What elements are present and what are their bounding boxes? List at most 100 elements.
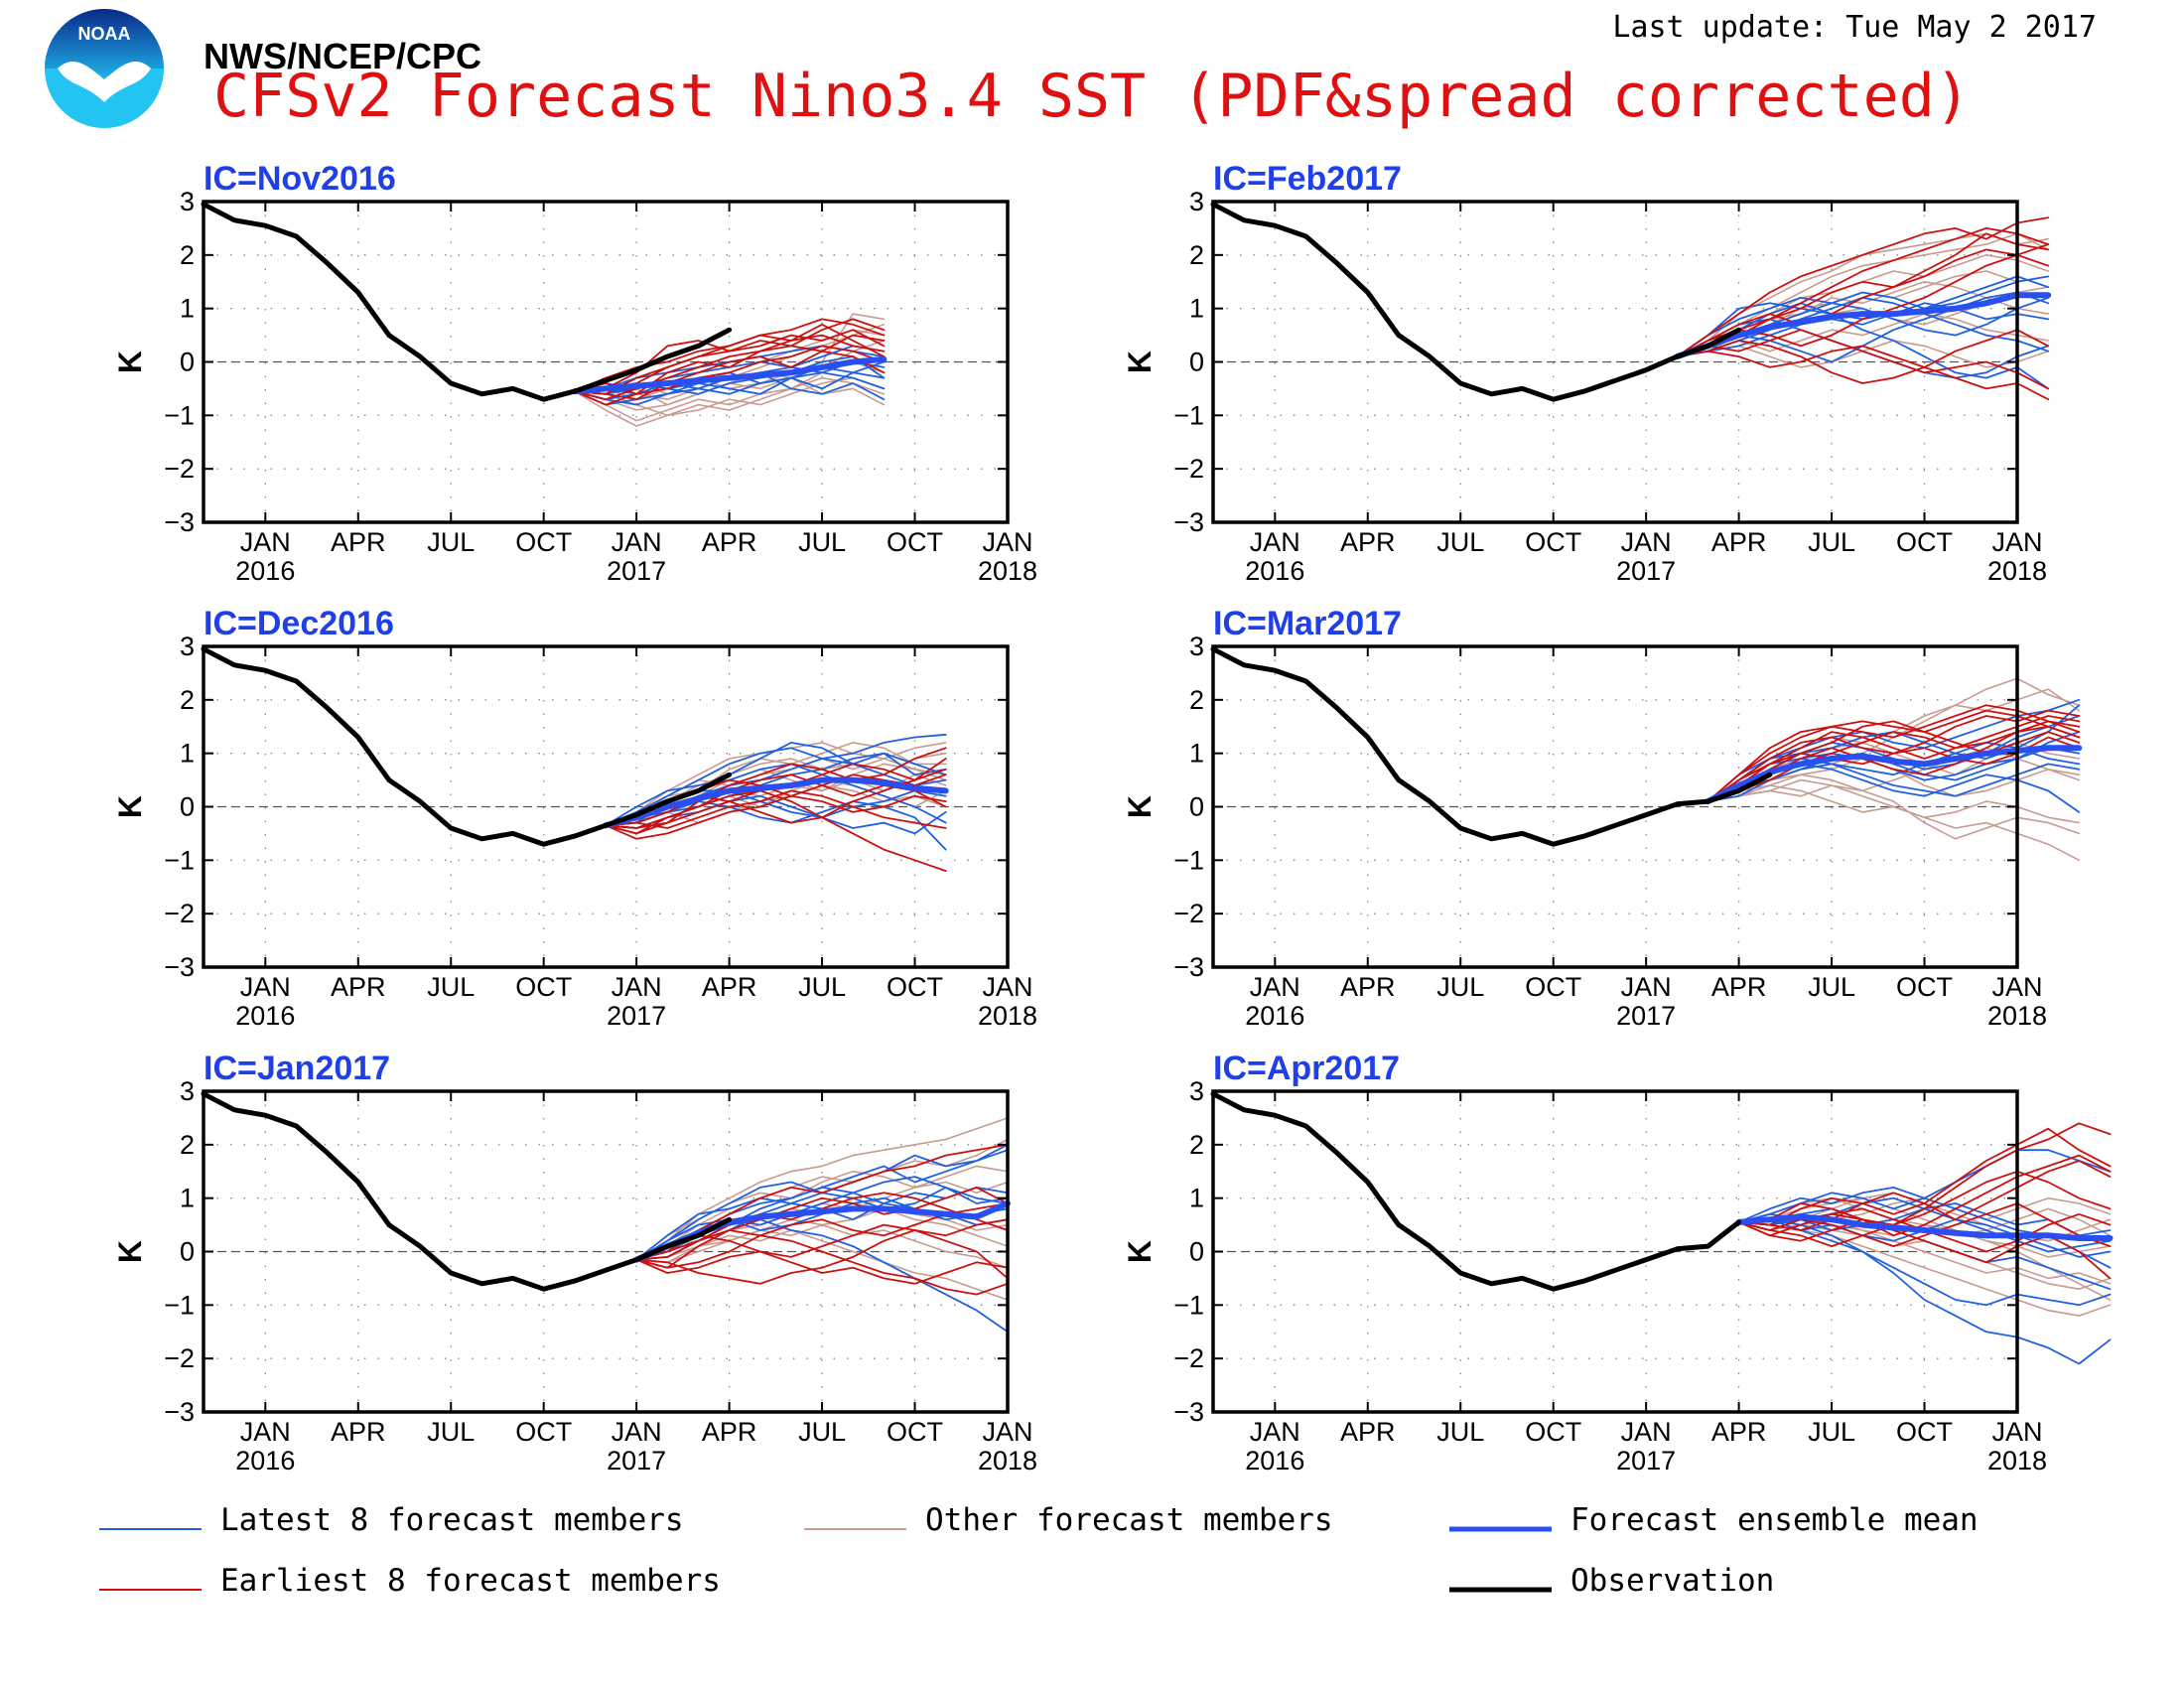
x-tick-label: OCT: [887, 972, 943, 1002]
x-tick-label: OCT: [1525, 527, 1581, 557]
ensemble-mean-line: [571, 355, 887, 395]
observation-line: [201, 646, 733, 847]
x-tick-label: JAN: [1250, 972, 1300, 1002]
panel-title: IC=Jan2017: [204, 1050, 390, 1087]
earliest-member-line: [1676, 345, 2050, 401]
panel-title: IC=Dec2016: [204, 605, 394, 642]
x-tick-label: APR: [1711, 527, 1767, 557]
x-tick-label: JAN: [1991, 527, 2042, 557]
earliest-member-line: [573, 334, 886, 401]
x-tick-year-label: 2016: [1245, 1446, 1304, 1476]
x-tick-label: JAN: [240, 1417, 291, 1447]
y-tick-label: 3: [180, 187, 195, 216]
y-tick-label: −3: [1173, 507, 1204, 537]
earliest-member-line: [1737, 1160, 2112, 1231]
x-tick-label: OCT: [1896, 972, 1953, 1002]
x-tick-label: APR: [1711, 972, 1767, 1002]
y-tick-label: 1: [1189, 739, 1204, 769]
x-tick-label: JUL: [798, 1417, 846, 1447]
y-tick-label: −1: [1173, 1290, 1204, 1320]
y-tick-label: 1: [180, 294, 195, 324]
y-tick-label: 2: [180, 1130, 195, 1160]
x-tick-label: JUL: [1436, 1417, 1484, 1447]
earliest-member-line: [1676, 216, 2050, 358]
x-tick-label: APR: [1340, 972, 1396, 1002]
x-tick-label: JUL: [1436, 972, 1484, 1002]
x-tick-label: APR: [331, 972, 386, 1002]
earliest-member-line: [1676, 329, 2050, 384]
x-tick-label: OCT: [515, 972, 572, 1002]
x-tick-label: JUL: [427, 527, 475, 557]
y-tick-label: 0: [1189, 792, 1204, 822]
page-title: CFSv2 Forecast Nino3.4 SST (PDF&spread c…: [212, 62, 1972, 131]
earliest-member-line: [605, 789, 947, 829]
y-axis-label: K: [1122, 795, 1158, 818]
earliest-member-line: [573, 334, 886, 395]
y-axis-label: K: [112, 795, 148, 818]
y-tick-label: −1: [1173, 845, 1204, 875]
x-tick-label: JUL: [1808, 1417, 1855, 1447]
observation-line: [1210, 646, 1773, 847]
x-tick-label: APR: [1340, 1417, 1396, 1447]
x-tick-year-label: 2018: [1987, 556, 2047, 586]
x-tick-label: OCT: [1896, 527, 1953, 557]
x-tick-label: APR: [702, 527, 757, 557]
x-tick-label: JUL: [427, 972, 475, 1002]
legend-label-mean: Forecast ensemble mean: [1570, 1502, 1979, 1538]
x-tick-year-label: 2016: [235, 1001, 295, 1031]
y-tick-label: 3: [180, 1076, 195, 1106]
y-tick-label: −2: [1173, 899, 1204, 928]
y-tick-label: 3: [180, 632, 195, 661]
x-tick-year-label: 2018: [1987, 1001, 2047, 1031]
y-tick-label: 0: [180, 348, 195, 377]
y-tick-label: −3: [1173, 952, 1204, 982]
y-tick-label: 1: [1189, 294, 1204, 324]
x-tick-label: JAN: [240, 972, 291, 1002]
legend-label-other: Other forecast members: [925, 1502, 1333, 1538]
x-tick-label: JAN: [1991, 972, 2042, 1002]
y-tick-label: 1: [180, 739, 195, 769]
y-axis-label: K: [112, 1240, 148, 1263]
y-tick-label: 2: [180, 240, 195, 270]
y-tick-label: 2: [1189, 1130, 1204, 1160]
latest-member-line: [1676, 302, 2050, 358]
y-tick-label: −3: [164, 507, 195, 537]
noaa-logo: NOAA: [45, 9, 164, 128]
y-tick-label: −2: [164, 1343, 195, 1373]
ensemble-mean-line: [603, 776, 949, 829]
earliest-member-line: [1676, 329, 2050, 390]
y-tick-label: −3: [1173, 1397, 1204, 1427]
latest-member-line: [605, 763, 947, 827]
x-tick-label: JAN: [1250, 527, 1300, 557]
x-tick-year-label: 2018: [978, 1001, 1037, 1031]
x-tick-label: JAN: [1250, 1417, 1300, 1447]
y-tick-label: 2: [1189, 685, 1204, 715]
earliest-member-line: [573, 350, 886, 401]
y-tick-label: 2: [1189, 240, 1204, 270]
agency-label: NWS/NCEP/CPC: [204, 36, 482, 76]
x-tick-label: JUL: [798, 972, 846, 1002]
panel-title: IC=Mar2017: [1213, 605, 1402, 642]
x-tick-label: JAN: [1991, 1417, 2042, 1447]
y-axis-label: K: [1122, 1240, 1158, 1263]
earliest-member-line: [635, 1250, 1009, 1285]
x-tick-label: JAN: [982, 527, 1032, 557]
x-tick-year-label: 2016: [1245, 556, 1304, 586]
y-tick-label: 0: [180, 792, 195, 822]
x-tick-year-label: 2017: [1616, 1001, 1676, 1031]
x-tick-label: OCT: [1896, 1417, 1953, 1447]
y-tick-label: 1: [180, 1184, 195, 1213]
earliest-member-line: [635, 1218, 1009, 1285]
latest-member-line: [573, 371, 886, 401]
x-tick-year-label: 2017: [607, 1001, 666, 1031]
x-tick-label: OCT: [887, 1417, 943, 1447]
x-tick-label: JUL: [798, 527, 846, 557]
x-tick-label: JAN: [612, 527, 662, 557]
y-tick-label: −2: [164, 454, 195, 484]
x-tick-year-label: 2017: [1616, 556, 1676, 586]
x-tick-label: APR: [702, 1417, 757, 1447]
y-tick-label: −1: [164, 400, 195, 430]
